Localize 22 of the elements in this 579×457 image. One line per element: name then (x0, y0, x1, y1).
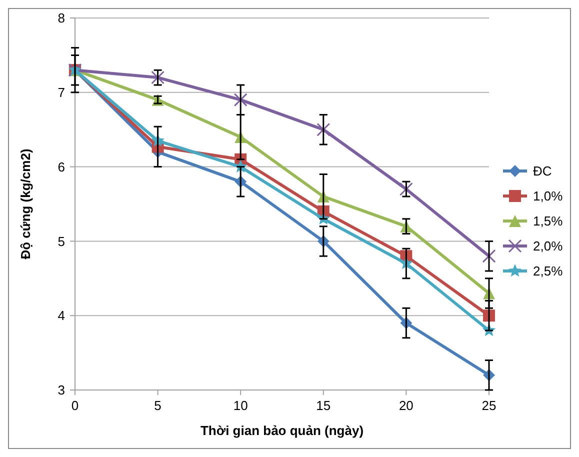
y-tick-label: 3 (58, 382, 65, 398)
x-tick-label: 5 (154, 398, 162, 413)
point (482, 249, 496, 263)
x-axis-title: Thời gian bảo quản (ngày) (200, 423, 364, 438)
x-tick-label: 10 (233, 398, 248, 413)
legend-label: 1,5% (533, 214, 564, 229)
point (234, 93, 248, 107)
y-tick-label: 5 (58, 234, 65, 249)
y-tick-label: 6 (58, 159, 65, 174)
point (316, 122, 330, 136)
legend-label: 1,0% (533, 188, 564, 204)
legend-label: ĐC (533, 164, 552, 179)
x-tick-label: 25 (482, 398, 496, 413)
x-tick-label: 15 (316, 398, 331, 413)
x-tick-label: 0 (71, 398, 79, 413)
y-tick-label: 7 (58, 84, 65, 100)
x-tick-label: 20 (398, 398, 414, 413)
legend-label: 2,0% (533, 238, 564, 254)
y-axis-title: Độ cứng (kg/cm2) (18, 148, 33, 260)
y-tick-label: 4 (58, 308, 65, 324)
y-tick-label: 8 (58, 10, 65, 26)
legend-label: 2,5% (533, 264, 564, 279)
